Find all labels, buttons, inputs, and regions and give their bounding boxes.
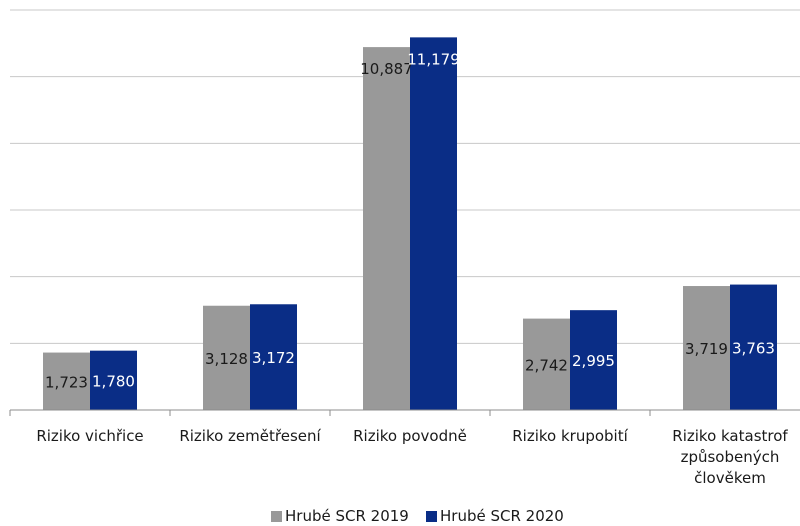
data-label-2020-0: 1,780: [92, 372, 135, 390]
category-label-1: Riziko zemětřesení: [179, 427, 321, 445]
bar-2019-0: [43, 352, 90, 410]
data-label-2019-1: 3,128: [205, 350, 248, 368]
category-label-4: Riziko katastrof způsobených člověkem: [672, 427, 788, 487]
legend-swatch-2019: [271, 511, 282, 522]
x-axis: [9, 409, 800, 416]
bar-2019-4: [683, 286, 730, 410]
bar-2020-1: [250, 304, 297, 410]
bar-2019-3: [523, 318, 570, 410]
bar-2020-3: [570, 310, 617, 410]
data-label-2019-0: 1,723: [45, 373, 88, 391]
data-label-2019-4: 3,719: [685, 340, 728, 358]
data-label-2020-1: 3,172: [252, 349, 295, 367]
legend-label-2019: Hrubé SCR 2019: [285, 507, 409, 525]
bar-2020-4: [730, 284, 777, 410]
data-label-2020-2: 11,179: [407, 50, 460, 68]
data-label-2020-4: 3,763: [732, 339, 775, 357]
legend-swatch-2020: [426, 511, 437, 522]
category-label-0: Riziko vichřice: [36, 427, 143, 445]
data-label-2019-3: 2,742: [525, 356, 568, 374]
category-label-2: Riziko povodně: [353, 427, 467, 445]
legend-label-2020: Hrubé SCR 2020: [440, 507, 564, 525]
legend: Hrubé SCR 2019 Hrubé SCR 2020: [271, 507, 564, 525]
bar-2019-2: [363, 47, 410, 410]
data-label-2020-3: 2,995: [572, 352, 615, 370]
data-label-2019-2: 10,887: [360, 60, 413, 78]
bar-2020-0: [90, 350, 137, 410]
bars: [43, 37, 777, 410]
category-labels: Riziko vichřice Riziko zemětřesení Riziko …: [36, 427, 788, 487]
category-label-3: Riziko krupobití: [512, 427, 628, 445]
bar-2019-1: [203, 305, 250, 410]
bar-2020-2: [410, 37, 457, 410]
